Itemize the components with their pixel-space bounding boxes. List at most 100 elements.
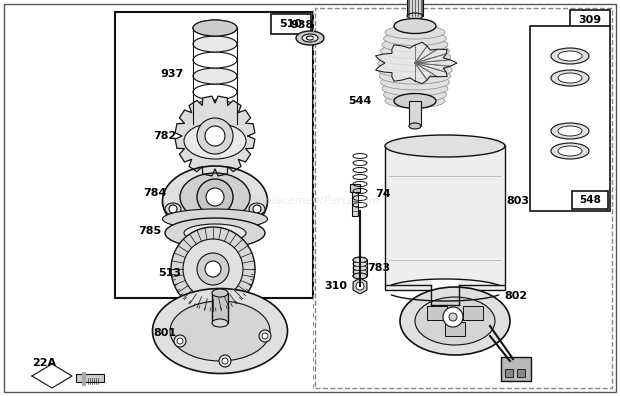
Ellipse shape <box>558 73 582 83</box>
Text: 801: 801 <box>153 328 177 338</box>
Text: 510: 510 <box>280 19 303 29</box>
Ellipse shape <box>551 48 589 64</box>
Text: 784: 784 <box>143 188 167 198</box>
Bar <box>271 14 311 34</box>
Bar <box>572 191 608 209</box>
Ellipse shape <box>551 70 589 86</box>
Ellipse shape <box>193 52 237 68</box>
Polygon shape <box>376 42 457 84</box>
Text: 803: 803 <box>507 196 529 206</box>
Ellipse shape <box>379 68 451 84</box>
Ellipse shape <box>353 273 367 279</box>
Bar <box>530 26 610 211</box>
Text: 309: 309 <box>578 15 601 25</box>
Ellipse shape <box>193 116 237 132</box>
Circle shape <box>177 338 183 344</box>
Circle shape <box>206 188 224 206</box>
Bar <box>76 374 104 382</box>
Text: 802: 802 <box>505 291 528 301</box>
Bar <box>570 10 610 30</box>
Ellipse shape <box>394 19 436 34</box>
Ellipse shape <box>193 116 237 132</box>
Ellipse shape <box>180 173 250 221</box>
Ellipse shape <box>378 61 452 78</box>
Ellipse shape <box>162 166 267 236</box>
Bar <box>212 293 228 323</box>
Ellipse shape <box>193 20 237 36</box>
Circle shape <box>171 227 255 311</box>
Ellipse shape <box>407 13 423 19</box>
Circle shape <box>219 355 231 367</box>
Text: 544: 544 <box>348 96 371 106</box>
Ellipse shape <box>385 25 445 39</box>
Ellipse shape <box>551 143 589 159</box>
Ellipse shape <box>302 34 318 42</box>
Polygon shape <box>32 364 72 388</box>
Bar <box>385 145 505 290</box>
Circle shape <box>205 126 225 146</box>
Ellipse shape <box>384 31 446 46</box>
Bar <box>407 0 423 16</box>
Ellipse shape <box>558 126 582 136</box>
Ellipse shape <box>296 31 324 45</box>
Ellipse shape <box>379 49 451 65</box>
Circle shape <box>259 330 271 342</box>
Ellipse shape <box>165 218 265 248</box>
Circle shape <box>449 313 457 321</box>
Text: 22A: 22A <box>32 358 56 368</box>
Ellipse shape <box>193 36 237 52</box>
Text: 783: 783 <box>368 263 391 273</box>
Ellipse shape <box>353 261 367 267</box>
Bar <box>350 184 360 192</box>
Circle shape <box>443 307 463 327</box>
Ellipse shape <box>193 84 237 100</box>
Ellipse shape <box>394 93 436 109</box>
Ellipse shape <box>385 94 445 108</box>
Ellipse shape <box>385 135 505 157</box>
Ellipse shape <box>184 224 246 242</box>
Ellipse shape <box>415 297 495 345</box>
Ellipse shape <box>212 289 228 297</box>
Ellipse shape <box>193 20 237 36</box>
Ellipse shape <box>558 51 582 61</box>
Circle shape <box>205 261 221 277</box>
Text: 937: 937 <box>161 69 184 79</box>
Ellipse shape <box>381 74 450 90</box>
Text: ©ReplacementParts.com: ©ReplacementParts.com <box>240 196 380 206</box>
Ellipse shape <box>353 257 367 263</box>
Bar <box>82 372 86 386</box>
Circle shape <box>183 239 243 299</box>
Ellipse shape <box>378 55 452 72</box>
Bar <box>501 357 531 381</box>
Circle shape <box>262 333 268 339</box>
Circle shape <box>197 253 229 285</box>
Circle shape <box>222 358 228 364</box>
Ellipse shape <box>382 37 448 52</box>
Bar <box>445 322 465 336</box>
Bar <box>115 12 313 298</box>
Bar <box>517 369 525 377</box>
Circle shape <box>356 282 364 290</box>
Circle shape <box>197 118 233 154</box>
Circle shape <box>174 335 186 347</box>
Ellipse shape <box>551 123 589 139</box>
Text: 938: 938 <box>290 20 314 30</box>
Ellipse shape <box>212 319 228 327</box>
Ellipse shape <box>184 123 246 159</box>
Ellipse shape <box>353 270 367 274</box>
Polygon shape <box>175 96 255 176</box>
Ellipse shape <box>193 68 237 84</box>
Ellipse shape <box>162 209 267 229</box>
Ellipse shape <box>384 88 446 102</box>
Text: 785: 785 <box>138 226 162 236</box>
Bar <box>315 8 612 388</box>
Ellipse shape <box>353 274 367 278</box>
Ellipse shape <box>353 257 367 263</box>
Ellipse shape <box>353 265 367 270</box>
Ellipse shape <box>193 100 237 116</box>
Text: 782: 782 <box>153 131 177 141</box>
Text: 74: 74 <box>375 189 391 199</box>
Bar <box>409 101 421 126</box>
Bar <box>352 192 358 216</box>
Bar <box>463 306 483 320</box>
